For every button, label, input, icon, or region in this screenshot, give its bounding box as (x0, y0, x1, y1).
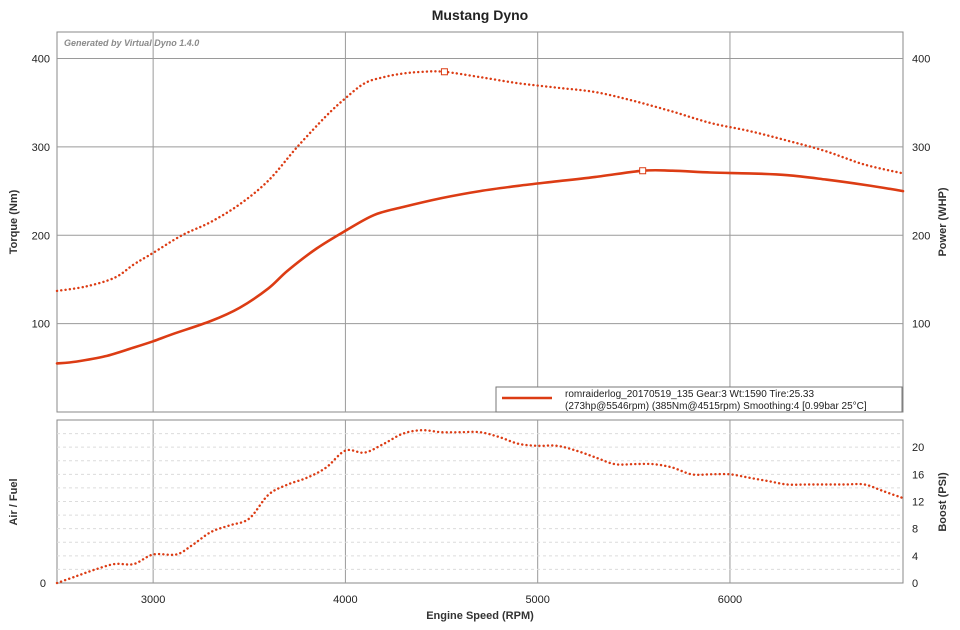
x-tick-label: 5000 (525, 594, 549, 606)
boost-curve (55, 428, 905, 585)
chart-title: Mustang Dyno (432, 7, 528, 23)
top-panel-grid (57, 32, 903, 412)
bottom-series (55, 428, 905, 585)
x-tick-label: 6000 (718, 594, 742, 606)
boost-tick-label: 12 (912, 497, 924, 509)
legend-line1: romraiderlog_20170519_135 Gear:3 Wt:1590… (565, 389, 814, 400)
peak-marker (440, 68, 448, 76)
top-panel: Generated by Virtual Dyno 1.4.0 100 200 30… (8, 31, 949, 413)
power-tick-label: 100 (912, 319, 930, 331)
power-tick-label: 300 (912, 142, 930, 154)
torque-axis-title: Torque (Nm) (8, 189, 20, 254)
boost-ticks: 0 4 8 12 16 20 (912, 442, 924, 590)
top-series (55, 68, 905, 365)
power-tick-label: 400 (912, 54, 930, 66)
torque-tick-label: 400 (32, 54, 50, 66)
bottom-panel: 0 0 4 8 12 16 20 Air / Fuel Boost (PSI) (8, 419, 949, 590)
torque-tick-label: 200 (32, 230, 50, 242)
legend-box (495, 386, 903, 413)
power-tick-label: 200 (912, 230, 930, 242)
x-axis-title: Engine Speed (RPM) (426, 610, 534, 622)
legend: romraiderlog_20170519_135 Gear:3 Wt:1590… (495, 386, 903, 413)
credit-text: Generated by Virtual Dyno 1.4.0 (64, 38, 199, 48)
power-axis-title: Power (WHP) (937, 187, 949, 256)
airfuel-tick-label: 0 (40, 578, 46, 590)
airfuel-axis-title: Air / Fuel (8, 478, 20, 525)
boost-axis-title: Boost (PSI) (937, 472, 949, 532)
x-tick-label: 4000 (333, 594, 357, 606)
torque-ticks: 100 200 300 400 (32, 54, 50, 331)
legend-line2: (273hp@5546rpm) (385Nm@4515rpm) Smoothin… (565, 401, 867, 412)
torque-tick-label: 100 (32, 319, 50, 331)
top-panel-frame (56, 31, 904, 413)
boost-tick-label: 16 (912, 469, 924, 481)
airfuel-ticks: 0 (40, 578, 46, 590)
power-ticks: 100 200 300 400 (912, 54, 930, 331)
boost-tick-label: 20 (912, 442, 924, 454)
rpm-ticks: 3000 4000 5000 6000 (141, 594, 742, 606)
power-curve (55, 168, 905, 365)
boost-tick-label: 4 (912, 551, 918, 563)
x-tick-label: 3000 (141, 594, 165, 606)
boost-tick-label: 0 (912, 578, 918, 590)
peak-marker (639, 167, 647, 175)
torque-curve (55, 70, 905, 293)
boost-tick-label: 8 (912, 524, 918, 536)
torque-tick-label: 300 (32, 142, 50, 154)
